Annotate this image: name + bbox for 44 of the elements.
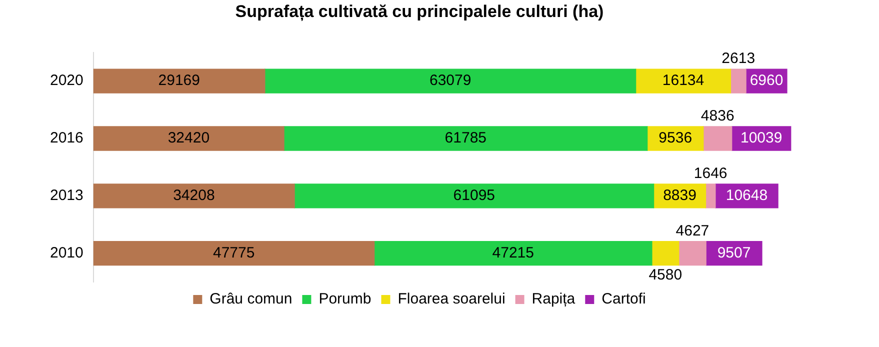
data-label: 1646 [694, 165, 728, 182]
bar [93, 68, 266, 94]
legend-label: Floarea soarelui [398, 290, 506, 308]
data-label: 2613 [722, 50, 756, 68]
data-label: 4627 [676, 222, 710, 240]
bar [705, 184, 716, 208]
bar [730, 68, 746, 94]
bar [93, 126, 284, 151]
y-tick-label: 2013 [50, 187, 84, 204]
bar [264, 68, 636, 94]
legend-label: Rapița [532, 290, 576, 308]
data-label: 47215 [492, 244, 534, 262]
y-tick-label: 2020 [50, 72, 84, 90]
bar [93, 184, 295, 208]
bar [294, 184, 654, 208]
chart-title: Suprafața cultivată cu principalele culturi (ha) [235, 2, 604, 21]
legend-label: Cartofi [602, 290, 646, 308]
data-label: 61785 [444, 130, 487, 147]
legend-label: Grâu comun [210, 290, 292, 308]
data-label: 16134 [662, 72, 704, 90]
data-label: 9507 [717, 244, 751, 262]
bar [374, 240, 652, 266]
data-label: 9536 [658, 130, 692, 147]
bar [284, 126, 648, 151]
y-tick-label: 2010 [50, 244, 84, 262]
bar [635, 68, 732, 94]
data-label: 8839 [663, 187, 696, 204]
data-label: 10648 [726, 187, 768, 204]
data-label: 34208 [173, 187, 215, 204]
data-label: 32420 [168, 130, 210, 147]
data-label: 6960 [750, 72, 784, 90]
data-label: 63079 [429, 72, 472, 90]
bar [703, 126, 732, 151]
data-label: 47775 [212, 244, 255, 262]
data-label: 4580 [648, 266, 682, 284]
data-label: 61095 [453, 187, 496, 204]
data-label: 4836 [700, 108, 734, 125]
y-tick-label: 2016 [50, 130, 84, 147]
data-label: 29169 [158, 72, 200, 90]
bar [93, 240, 375, 266]
data-label: 10039 [740, 130, 782, 147]
bar [678, 240, 706, 266]
legend-label: Porumb [318, 290, 372, 308]
bar [652, 240, 680, 266]
